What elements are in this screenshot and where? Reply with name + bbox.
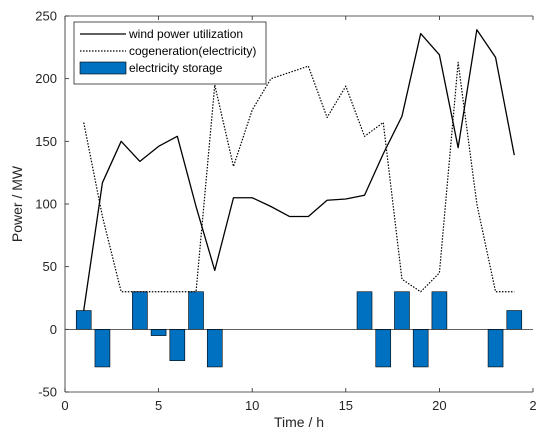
storage-bar	[150, 329, 167, 336]
x-tick-label: 15	[339, 398, 353, 413]
legend-entry-wind: wind power utilization	[128, 27, 243, 41]
x-tick-label: 5	[155, 398, 162, 413]
storage-bar	[132, 291, 148, 330]
y-axis-ticks: -50 0 50 100 150 200 250	[35, 9, 69, 400]
x-tick-label: 0	[61, 398, 68, 413]
x-tick-label: 20	[432, 398, 446, 413]
storage-bar	[394, 291, 410, 330]
y-tick-label: 150	[35, 134, 57, 149]
y-axis-label: Power / MW	[9, 165, 25, 242]
legend-entry-cogeneration: cogeneration(electricity)	[129, 44, 256, 58]
x-axis-ticks: 0 5 10 15 20 2	[61, 16, 536, 413]
legend-entry-storage: electricity storage	[129, 61, 223, 75]
y-tick-label: -50	[38, 385, 57, 400]
storage-bar	[169, 329, 186, 361]
storage-bar	[431, 291, 448, 330]
legend-symbol-storage	[79, 61, 127, 75]
legend: wind power utilization cogeneration(elec…	[73, 21, 267, 85]
storage-bar	[94, 329, 111, 368]
storage-bar	[412, 329, 429, 368]
x-tick-label: 2	[529, 398, 536, 413]
x-axis-label: Time / h	[274, 414, 324, 430]
wind-utilization-line	[83, 29, 515, 311]
y-tick-label: 50	[43, 259, 57, 274]
storage-bar	[375, 329, 392, 368]
x-tick-label: 10	[245, 398, 259, 413]
storage-bar	[206, 329, 223, 368]
y-tick-label: 200	[35, 71, 57, 86]
cogeneration-line	[83, 61, 515, 293]
storage-bars	[75, 291, 523, 368]
y-tick-label: 0	[50, 322, 57, 337]
series-lines	[83, 29, 515, 311]
y-tick-label: 250	[35, 9, 57, 24]
storage-bar	[356, 291, 373, 330]
y-tick-label: 100	[35, 197, 57, 212]
storage-bar	[506, 310, 523, 330]
storage-bar	[75, 310, 92, 330]
storage-bar	[188, 291, 204, 330]
storage-bar	[487, 329, 504, 368]
